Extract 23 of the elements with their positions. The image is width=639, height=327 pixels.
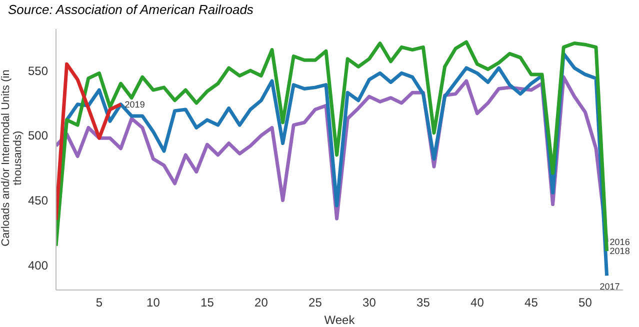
y-tick-label: 450: [28, 194, 48, 208]
x-tick-label: 10: [146, 296, 160, 310]
x-tick-label: 20: [254, 296, 268, 310]
x-tick-label: 30: [362, 296, 376, 310]
line-series: [56, 40, 609, 253]
line-series: [56, 62, 123, 222]
source-note: Source: Association of American Railroads: [8, 2, 254, 17]
x-tick-label: 5: [96, 296, 103, 310]
y-tick-label: 550: [28, 64, 48, 78]
x-tick-label: 50: [578, 296, 592, 310]
y-axis-title: Carloads and/or Intermodal Units (in thousands): [0, 68, 24, 248]
x-tick-label: 15: [200, 296, 214, 310]
series-label: 2019: [124, 99, 145, 110]
y-tick-label: 500: [28, 128, 48, 143]
x-tick-label: 40: [470, 296, 484, 310]
x-tick-label: 25: [308, 296, 322, 310]
series-label: 2018: [610, 246, 630, 256]
series-label: 2016: [610, 236, 630, 247]
x-tick-label: 35: [416, 296, 430, 310]
y-tick-label: 400: [28, 258, 48, 273]
series-label: 2017: [600, 282, 620, 292]
x-axis-title: Week: [324, 313, 356, 327]
x-tick-label: 45: [524, 296, 538, 310]
